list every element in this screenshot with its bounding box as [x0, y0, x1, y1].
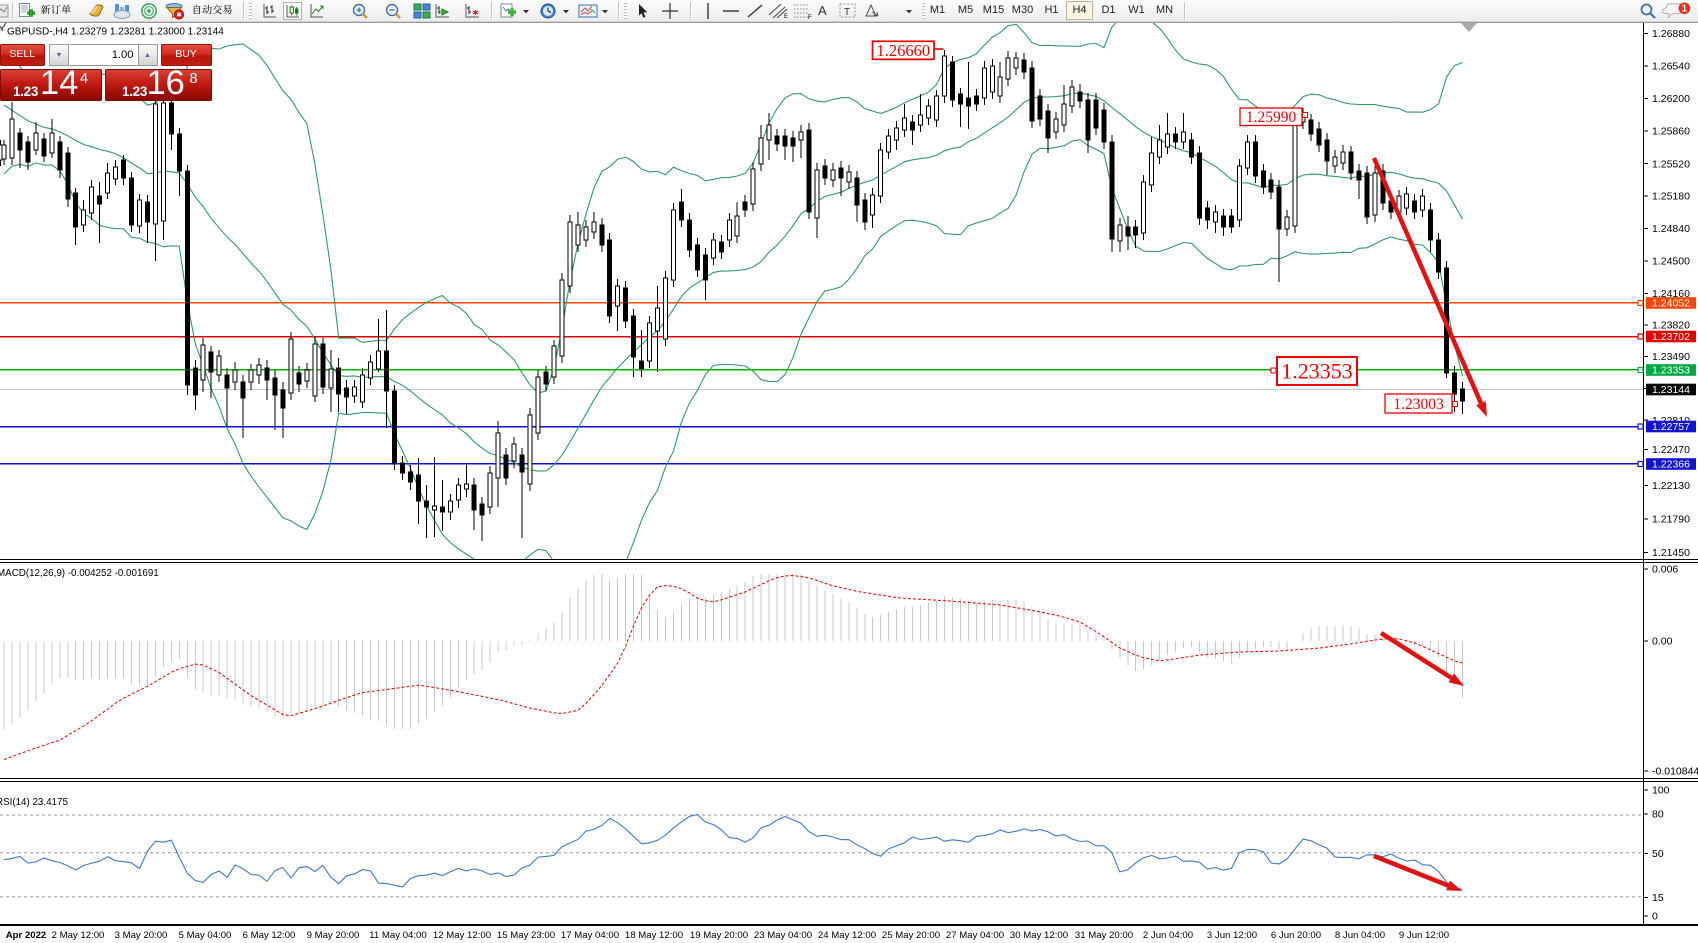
svg-text:1.24500: 1.24500	[1652, 256, 1690, 268]
svg-text:1.23820: 1.23820	[1652, 320, 1690, 332]
svg-text:30 May 12:00: 30 May 12:00	[1010, 930, 1068, 941]
svg-text:1.25860: 1.25860	[1652, 126, 1690, 138]
svg-text:1.22366: 1.22366	[1652, 459, 1690, 471]
svg-text:6 Jun 20:00: 6 Jun 20:00	[1271, 930, 1321, 941]
svg-text:1.23490: 1.23490	[1652, 351, 1690, 363]
svg-text:Apr 2022: Apr 2022	[6, 930, 47, 941]
svg-text:1.22470: 1.22470	[1652, 444, 1690, 456]
svg-text:1.26660: 1.26660	[876, 41, 930, 60]
svg-text:F: F	[808, 15, 812, 20]
svg-text:1.23702: 1.23702	[1652, 331, 1690, 343]
svg-text:50: 50	[1652, 848, 1664, 860]
svg-text:9 May 20:00: 9 May 20:00	[307, 930, 360, 941]
svg-text:1.25180: 1.25180	[1652, 191, 1690, 203]
svg-text:2 May 12:00: 2 May 12:00	[52, 930, 105, 941]
svg-text:0.00: 0.00	[1652, 636, 1673, 648]
svg-text:27 May 04:00: 27 May 04:00	[946, 930, 1004, 941]
svg-text:2 Jun 04:00: 2 Jun 04:00	[1143, 930, 1193, 941]
svg-text:GBPUSD-,H4 1.23279 1.23281 1.: GBPUSD-,H4 1.23279 1.23281 1.23000 1.231…	[7, 27, 224, 38]
svg-text:1.26200: 1.26200	[1652, 93, 1690, 105]
svg-text:15 May 23:00: 15 May 23:00	[497, 930, 555, 941]
svg-text:1.25520: 1.25520	[1652, 158, 1690, 170]
svg-text:1.26540: 1.26540	[1652, 61, 1690, 73]
svg-text:3 May 20:00: 3 May 20:00	[115, 930, 168, 941]
svg-text:24 May 12:00: 24 May 12:00	[818, 930, 876, 941]
svg-text:1.23353: 1.23353	[1281, 359, 1353, 384]
svg-text:18 May 12:00: 18 May 12:00	[625, 930, 683, 941]
svg-text:12 May 12:00: 12 May 12:00	[433, 930, 491, 941]
svg-text:-0.010844: -0.010844	[1652, 766, 1698, 778]
svg-text:11 May 04:00: 11 May 04:00	[369, 930, 426, 941]
svg-text:100: 100	[1652, 785, 1670, 797]
svg-text:1: 1	[1682, 4, 1688, 15]
svg-text:0.006: 0.006	[1652, 564, 1678, 576]
svg-text:E: E	[784, 14, 788, 20]
svg-text:6 May 12:00: 6 May 12:00	[243, 930, 296, 941]
svg-text:19 May 20:00: 19 May 20:00	[690, 930, 748, 941]
svg-text:8 Jun 04:00: 8 Jun 04:00	[1335, 930, 1385, 941]
svg-text:1.26880: 1.26880	[1652, 28, 1690, 40]
svg-text:0: 0	[1652, 911, 1658, 923]
svg-text:5 May 04:00: 5 May 04:00	[179, 930, 232, 941]
svg-text:17 May 04:00: 17 May 04:00	[561, 930, 619, 941]
svg-text:1.21790: 1.21790	[1652, 514, 1690, 526]
svg-text:1.23144: 1.23144	[1652, 384, 1690, 396]
svg-text:31 May 20:00: 31 May 20:00	[1075, 930, 1133, 941]
svg-text:1.22130: 1.22130	[1652, 480, 1690, 492]
svg-text:1.24840: 1.24840	[1652, 223, 1690, 235]
svg-text:RSI(14) 23.4175: RSI(14) 23.4175	[0, 797, 68, 808]
svg-text:3 Jun 12:00: 3 Jun 12:00	[1207, 930, 1257, 941]
svg-text:1.24052: 1.24052	[1652, 298, 1690, 310]
svg-text:T: T	[844, 7, 850, 18]
svg-text:1.23353: 1.23353	[1652, 365, 1690, 377]
svg-text:80: 80	[1652, 809, 1664, 821]
svg-text:1.24160: 1.24160	[1652, 288, 1690, 300]
svg-text:1.21450: 1.21450	[1652, 547, 1690, 559]
svg-text:1.23003: 1.23003	[1393, 396, 1444, 413]
svg-text:25 May 20:00: 25 May 20:00	[882, 930, 940, 941]
svg-text:23 May 04:00: 23 May 04:00	[754, 930, 812, 941]
svg-text:9 Jun 12:00: 9 Jun 12:00	[1399, 930, 1449, 941]
svg-text:15: 15	[1652, 892, 1664, 904]
svg-text:1.25990: 1.25990	[1246, 109, 1297, 126]
svg-text:MACD(12,26,9) -0.004252 -0.001: MACD(12,26,9) -0.004252 -0.001691	[0, 568, 159, 579]
svg-text:1.22757: 1.22757	[1652, 421, 1690, 433]
